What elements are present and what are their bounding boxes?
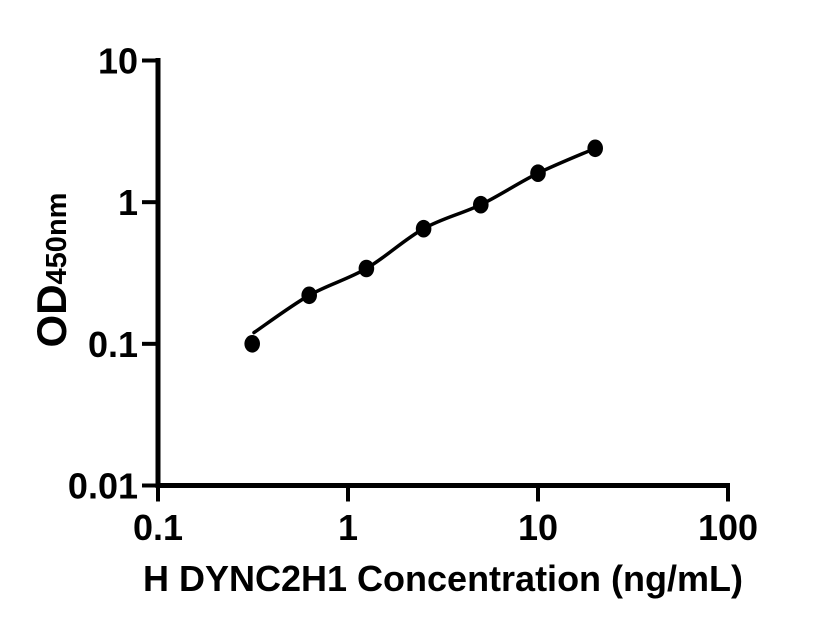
x-axis-tick-label: 10	[518, 507, 558, 548]
y-axis-tick-label: 10	[98, 41, 138, 82]
data-point-marker	[530, 164, 546, 182]
data-point-marker	[244, 335, 260, 353]
x-axis-title: H DYNC2H1 Concentration (ng/mL)	[142, 558, 744, 599]
data-point-marker	[415, 219, 432, 238]
y-axis-tick-label: 0.01	[68, 466, 138, 507]
y-axis-tick-label: 1	[118, 182, 138, 223]
y-axis-title: OD 450nm	[28, 193, 76, 348]
y-axis-title-sub: 450nm	[41, 192, 73, 285]
y-axis-tick-label: 0.1	[88, 324, 138, 365]
data-point-marker	[473, 195, 489, 214]
x-axis-tick-label: 1	[338, 507, 358, 548]
data-point-marker	[587, 139, 603, 158]
y-axis-title-main: OD	[28, 284, 75, 348]
x-axis-tick-label: 100	[698, 507, 758, 548]
x-axis-tick-label: 0.1	[133, 507, 183, 548]
data-point-marker	[301, 286, 318, 305]
data-point-marker	[358, 259, 375, 278]
